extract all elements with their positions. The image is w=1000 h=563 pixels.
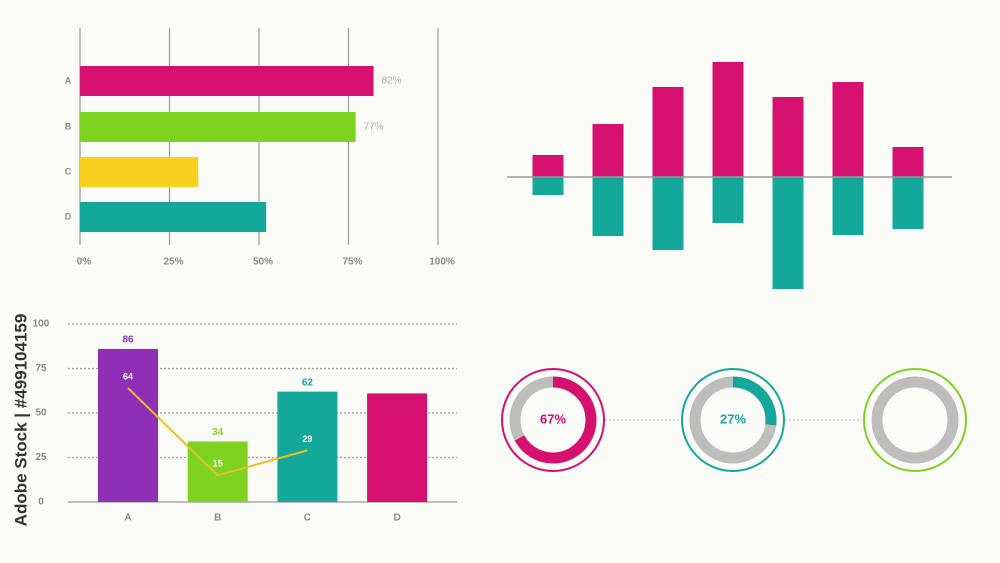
y-tick-label: 50: [35, 408, 47, 419]
y-tick-label: 0: [38, 497, 44, 508]
bar: [532, 177, 564, 195]
bar: [892, 177, 924, 229]
donut-arc: [689, 376, 777, 464]
watermark: Adobe Stock | #499104159: [11, 314, 30, 527]
bar: [772, 177, 804, 289]
value-label: 77%: [364, 122, 384, 133]
bar: [652, 87, 684, 177]
donut-label: 27%: [720, 411, 746, 426]
bar: [832, 82, 864, 177]
y-tick-label: 25: [35, 452, 47, 463]
bar: [712, 62, 744, 177]
bar: [652, 177, 684, 250]
donut-label: 67%: [540, 411, 566, 426]
bar: [80, 202, 267, 232]
y-tick-label: 100: [33, 319, 50, 330]
point-label: 64: [123, 371, 133, 381]
value-label: 82%: [382, 76, 402, 87]
x-tick-label: 0%: [77, 257, 92, 268]
bar: [532, 155, 564, 177]
bar: [80, 157, 199, 187]
x-tick-label: 100%: [429, 257, 455, 268]
bar: [367, 393, 428, 502]
point-label: 29: [302, 434, 312, 444]
bar: [772, 97, 804, 177]
donut-arc: [509, 376, 597, 464]
value-label: 86: [122, 335, 134, 346]
bar: [80, 112, 356, 142]
bar: [712, 177, 744, 223]
x-tick-label: 75%: [342, 257, 362, 268]
x-tick-label: 50%: [253, 257, 273, 268]
bar: [592, 177, 624, 236]
bar: [832, 177, 864, 235]
x-tick-label: B: [214, 513, 221, 524]
x-tick-label: 25%: [163, 257, 183, 268]
bar: [98, 348, 158, 502]
value-label: 34: [212, 427, 224, 438]
bar: [80, 66, 374, 96]
line: [127, 387, 308, 477]
y-tick-label: C: [65, 166, 72, 176]
y-tick-label: D: [65, 211, 72, 221]
bar: [592, 124, 624, 177]
y-tick-label: B: [65, 121, 72, 131]
bar: [277, 391, 338, 502]
y-tick-label: 75: [35, 363, 47, 374]
bar: [892, 147, 924, 177]
value-label: 62: [302, 377, 314, 388]
x-tick-label: A: [124, 513, 131, 524]
point-label: 15: [213, 459, 223, 469]
x-tick-label: D: [393, 513, 400, 524]
donut-track: [871, 376, 959, 464]
bar: [187, 441, 248, 502]
x-tick-label: C: [304, 513, 311, 524]
y-tick-label: A: [65, 75, 72, 85]
